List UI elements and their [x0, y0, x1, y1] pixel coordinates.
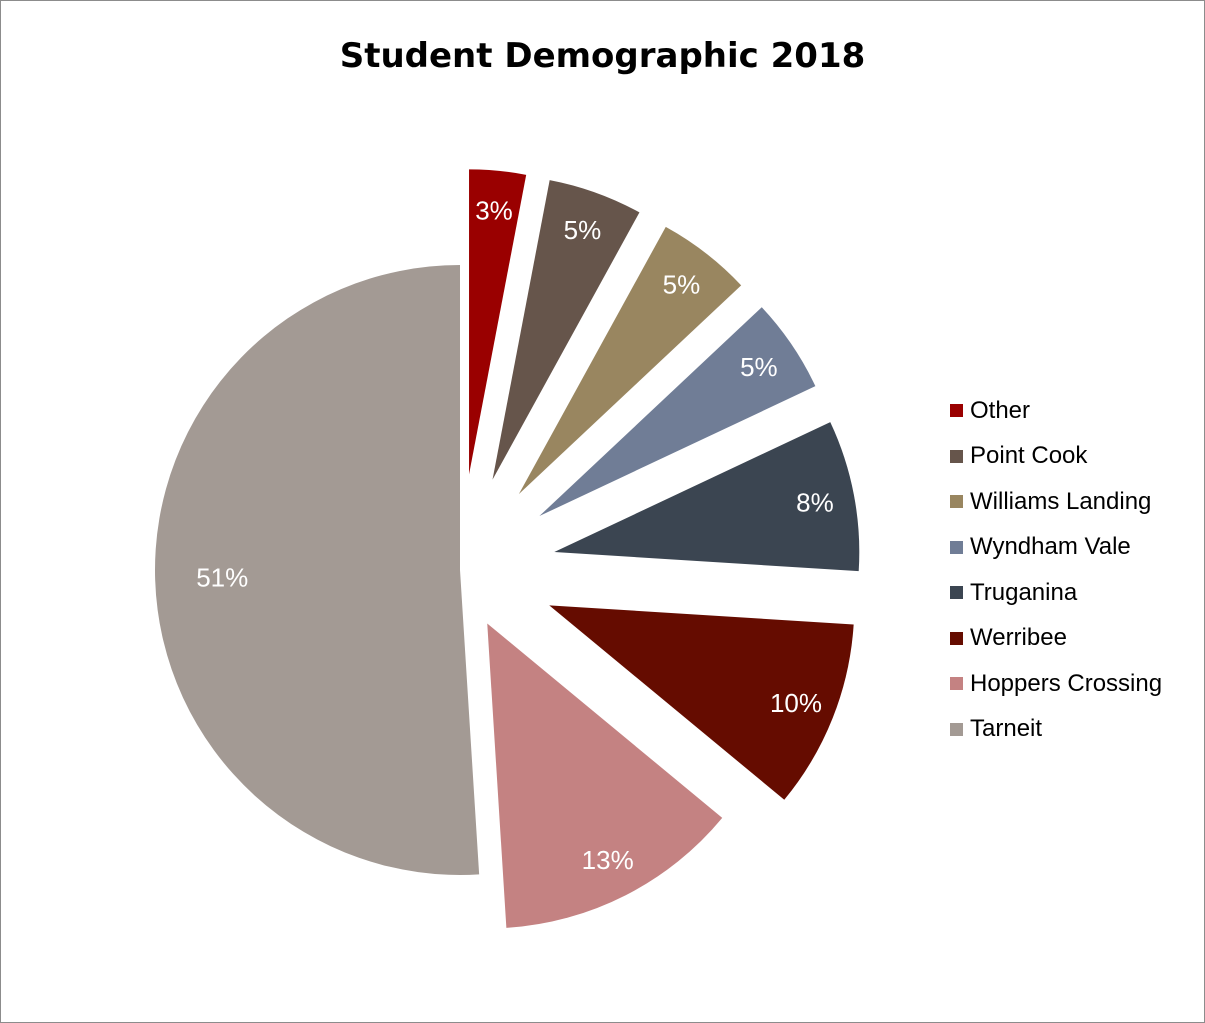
data-label-truganina: 8%	[796, 487, 834, 517]
data-label-williams-landing: 5%	[663, 269, 701, 299]
legend-swatch	[950, 540, 963, 554]
legend-item: Point Cook	[950, 434, 1162, 480]
legend-swatch	[950, 495, 963, 509]
pie-slice-truganina	[554, 422, 860, 572]
legend-swatch	[950, 404, 963, 418]
chart-title: Student Demographic 2018	[339, 36, 866, 76]
legend-item: Wyndham Vale	[950, 525, 1162, 571]
legend-label: Tarneit	[970, 715, 1043, 743]
data-label-werribee: 10%	[770, 688, 822, 718]
legend-label: Hoppers Crossing	[970, 669, 1163, 697]
pie-slice-tarneit	[155, 265, 480, 875]
pie-slice-wyndham-vale	[539, 307, 816, 517]
legend-label: Werribee	[970, 624, 1067, 652]
pie-slice-hoppers-crossing	[487, 623, 723, 928]
legend-swatch	[950, 677, 963, 691]
legend-swatch	[950, 449, 963, 463]
legend-label: Truganina	[970, 578, 1078, 606]
data-label-hoppers-crossing: 13%	[582, 845, 634, 875]
legend-swatch	[950, 631, 963, 645]
legend-item: Werribee	[950, 616, 1162, 662]
data-label-point-cook: 5%	[564, 215, 602, 245]
legend-item: Williams Landing	[950, 479, 1162, 525]
legend: Other Point Cook Williams Landing Wyndham V…	[950, 388, 1162, 752]
legend-item: Truganina	[950, 570, 1162, 616]
data-label-other: 3%	[475, 195, 513, 225]
pie-slice-williams-landing	[518, 226, 742, 495]
legend-item: Tarneit	[950, 707, 1162, 753]
legend-label: Other	[970, 396, 1031, 424]
legend-item: Other	[950, 388, 1162, 434]
legend-label: Wyndham Vale	[970, 533, 1131, 561]
pie-slice-point-cook	[492, 180, 640, 480]
legend-swatch	[950, 586, 963, 600]
legend-swatch	[950, 722, 963, 736]
pie-slice-werribee	[549, 605, 854, 800]
legend-label: Williams Landing	[970, 487, 1152, 515]
data-label-wyndham-vale: 5%	[740, 352, 778, 382]
data-label-tarneit: 51%	[196, 562, 248, 592]
legend-label: Point Cook	[970, 442, 1088, 470]
legend-item: Hoppers Crossing	[950, 661, 1162, 707]
pie-slice-other	[469, 169, 527, 475]
